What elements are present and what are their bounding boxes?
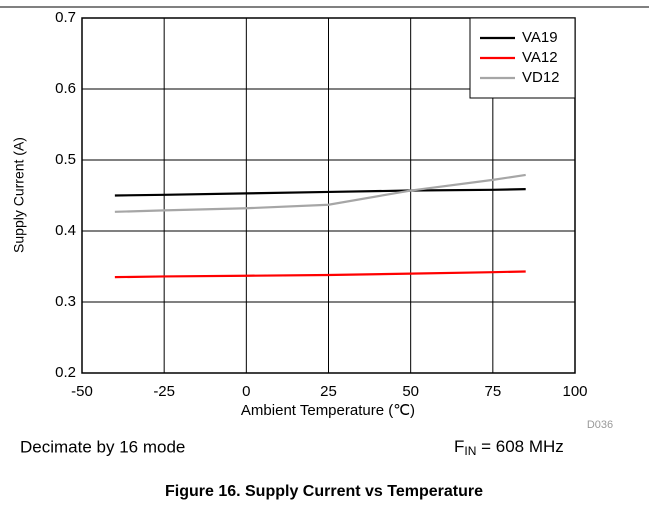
y-tick-label: 0.5 (55, 151, 76, 168)
y-tick-label: 0.2 (55, 364, 76, 381)
fin-note: FIN = 608 MHz (454, 437, 564, 458)
series-line (114, 270, 526, 279)
plot-frame (81, 17, 576, 374)
legend-label: VD12 (522, 69, 560, 86)
x-tick-label: -50 (71, 383, 93, 400)
y-tick-label: 0.4 (55, 222, 76, 239)
y-tick-label: 0.7 (55, 9, 76, 26)
legend-label: VA19 (522, 29, 558, 46)
y-axis-label: Supply Current (A) (11, 137, 27, 253)
fin-sub: IN (464, 444, 476, 458)
x-tick-label: 75 (484, 383, 501, 400)
caption: Figure 16. Supply Current vs Temperature (165, 483, 483, 500)
y-tick-label: 0.3 (55, 293, 76, 310)
mode-note: Decimate by 16 mode (20, 437, 185, 456)
fin-f: F (454, 437, 464, 456)
series-line (114, 188, 526, 197)
y-tick-label: 0.6 (55, 80, 76, 97)
x-tick-label: 100 (562, 383, 587, 400)
x-tick-label: -25 (153, 383, 175, 400)
x-axis-label: Ambient Temperature (℃) (241, 402, 415, 419)
x-tick-label: 50 (402, 383, 419, 400)
x-tick-label: 0 (242, 383, 250, 400)
fin-rest: = 608 MHz (476, 437, 563, 456)
figure-code: D036 (587, 419, 613, 431)
x-tick-label: 25 (320, 383, 337, 400)
series-line (114, 173, 526, 213)
legend-label: VA12 (522, 49, 558, 66)
